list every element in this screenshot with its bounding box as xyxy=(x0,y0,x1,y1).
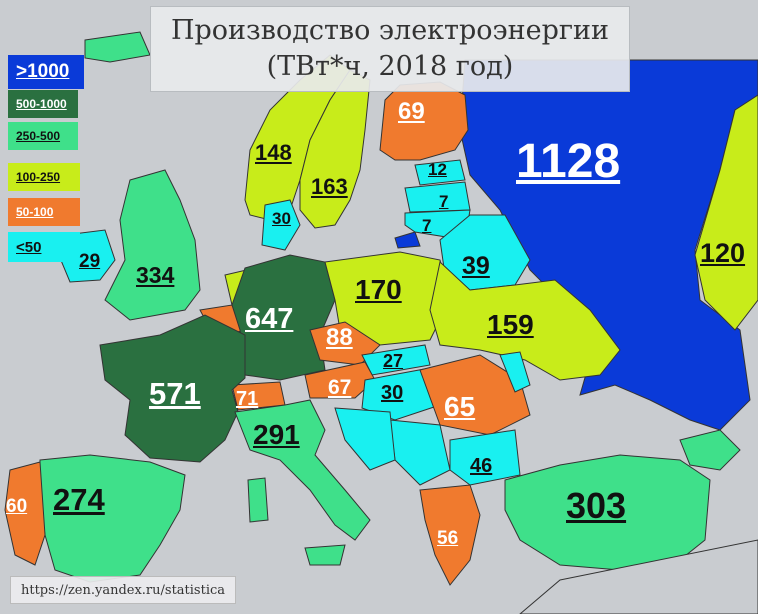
credit-text: https://zen.yandex.ru/statistica xyxy=(20,582,226,598)
region-greece xyxy=(419,484,481,586)
region-croatia xyxy=(334,407,396,471)
label-slovakia: 27 xyxy=(383,351,404,371)
legend-item-500-1000: 500-1000 xyxy=(8,90,78,118)
label-france: 571 xyxy=(149,376,201,411)
region-moldova xyxy=(499,351,531,393)
legend-label: 50-100 xyxy=(16,205,54,219)
legend-item-over-1000: >1000 xyxy=(8,55,84,89)
label-hungary: 30 xyxy=(381,382,404,404)
label-spain: 274 xyxy=(53,482,105,517)
legend-label: 500-1000 xyxy=(16,97,67,111)
region-sardinia xyxy=(247,477,269,523)
title-line-2: (ТВт*ч, 2018 год) xyxy=(266,51,514,82)
legend-item-50-100: 50-100 xyxy=(8,198,80,226)
label-ukraine: 159 xyxy=(487,309,534,340)
label-belarus: 39 xyxy=(462,252,490,280)
legend-label: >1000 xyxy=(16,61,70,82)
region-sicily xyxy=(304,544,346,566)
label-estonia: 12 xyxy=(428,160,447,179)
label-greece: 56 xyxy=(437,528,459,549)
region-uk xyxy=(104,169,201,321)
label-germany: 647 xyxy=(245,303,294,335)
region-iceland xyxy=(84,31,151,63)
legend-label: 250-500 xyxy=(16,129,61,143)
label-norway: 148 xyxy=(255,140,292,165)
label-kazakhstan: 120 xyxy=(700,238,746,268)
label-denmark: 30 xyxy=(272,209,291,228)
label-italy: 291 xyxy=(253,419,300,450)
label-latvia: 7 xyxy=(439,192,449,211)
label-turkey: 303 xyxy=(566,485,627,526)
region-bulgaria xyxy=(449,429,521,486)
region-kazakhstan xyxy=(694,94,758,331)
region-ukraine xyxy=(429,261,621,381)
region-hungary xyxy=(361,367,441,421)
label-uk: 334 xyxy=(136,262,175,288)
legend-item-under-50: <50 xyxy=(8,232,80,262)
label-lithuania: 7 xyxy=(422,216,432,235)
title-line-1: Производство электроэнергии xyxy=(170,15,610,46)
region-caucasus xyxy=(679,429,741,471)
label-russia: 1128 xyxy=(516,135,621,188)
region-finland xyxy=(379,81,469,161)
legend-label: 100-250 xyxy=(16,170,61,184)
label-bulgaria: 46 xyxy=(470,455,493,477)
region-kaliningrad xyxy=(394,231,421,249)
legend-label: <50 xyxy=(16,238,42,256)
region-france xyxy=(99,314,246,463)
region-sweden xyxy=(299,69,371,229)
label-romania: 65 xyxy=(444,391,476,422)
map-title: Производство электроэнергии (ТВт*ч, 2018… xyxy=(150,6,630,92)
label-czech: 88 xyxy=(326,324,353,351)
label-austria: 67 xyxy=(328,376,352,399)
legend-item-250-500: 250-500 xyxy=(8,122,78,150)
region-germany xyxy=(231,254,336,381)
region-italy xyxy=(234,399,371,541)
region-turkey xyxy=(504,454,711,571)
label-poland: 170 xyxy=(355,274,402,305)
region-north-africa xyxy=(519,539,758,614)
legend-item-100-250: 100-250 xyxy=(8,163,80,191)
label-sweden: 163 xyxy=(311,174,348,199)
label-ireland: 29 xyxy=(79,251,101,272)
label-portugal: 60 xyxy=(6,496,28,517)
region-estonia xyxy=(414,159,466,186)
region-portugal xyxy=(4,461,46,566)
label-finland: 69 xyxy=(398,98,425,125)
region-denmark xyxy=(261,199,301,251)
source-credit: https://zen.yandex.ru/statistica xyxy=(10,576,236,604)
label-switzerland: 71 xyxy=(236,388,259,410)
region-poland xyxy=(324,251,451,346)
